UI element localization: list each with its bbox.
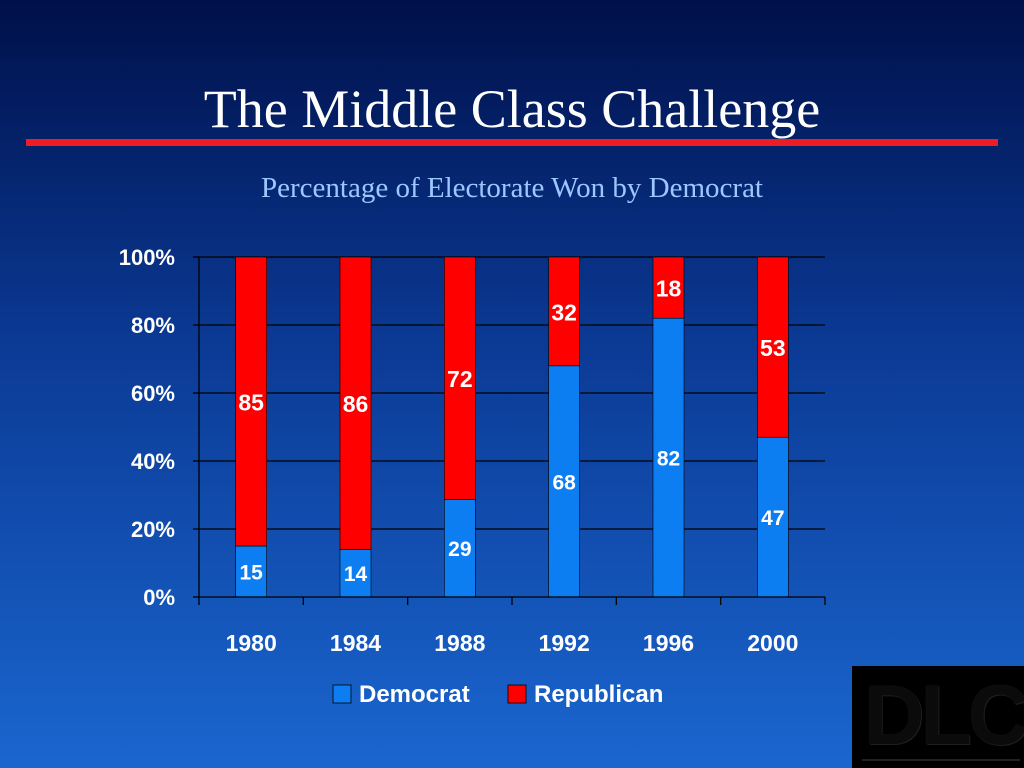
bar-republican: [548, 256, 580, 367]
data-label-republican: 32: [551, 299, 577, 325]
bar-democrat: [757, 436, 789, 598]
bar-democrat: [652, 317, 685, 598]
bar-republican: [339, 256, 372, 550]
data-label-democrat: 15: [239, 562, 263, 585]
bar-democrat: [339, 549, 372, 598]
x-tick-label: 1992: [539, 630, 590, 656]
y-tick-label: 40%: [131, 449, 175, 474]
bar-republican: [652, 256, 685, 319]
x-tick-label: 1996: [643, 630, 694, 656]
data-label-republican: 85: [238, 390, 264, 416]
bar-republican: [444, 256, 476, 500]
data-label-republican: 86: [343, 391, 369, 417]
legend-swatch-democrat: [332, 684, 352, 704]
y-tick-label: 80%: [131, 313, 175, 338]
x-tick-label: 1980: [226, 630, 277, 656]
slide-title: The Middle Class Challenge: [203, 79, 821, 139]
legend-swatch-republican: [507, 684, 527, 704]
legend-label-democrat: Democrat: [359, 681, 470, 708]
y-tick-label: 0%: [143, 585, 175, 610]
x-tick-label: 1984: [330, 630, 381, 656]
dlc-logo-text: DLC: [864, 668, 1024, 762]
data-label-republican: 53: [760, 335, 786, 361]
y-tick-label: 60%: [131, 381, 175, 406]
data-label-republican: 18: [656, 276, 682, 302]
axes: 0% 20% 40% 60% 80% 100% 1980 1984 1988 1992 1996 20…: [119, 245, 826, 656]
bar-republican: [757, 256, 789, 438]
gridlines: [199, 256, 825, 530]
x-tick-label: 1988: [434, 630, 485, 656]
y-tick-label: 20%: [131, 517, 175, 542]
bar-democrat: [444, 499, 476, 598]
data-labels: 15 85 14 86 29 72 68 32 82 18 47 53: [238, 276, 785, 587]
data-label-democrat: 47: [761, 507, 784, 530]
data-label-republican: 72: [447, 366, 473, 392]
data-label-democrat: 82: [657, 448, 680, 471]
bar-republican: [235, 256, 267, 547]
x-tick-label: 2000: [747, 630, 798, 656]
data-label-democrat: 29: [448, 538, 471, 561]
bar-democrat: [235, 545, 267, 598]
bar-democrat: [548, 365, 580, 598]
data-label-democrat: 14: [344, 563, 368, 586]
legend: Democrat Republican: [332, 681, 663, 708]
chart-subtitle: Percentage of Electorate Won by Democrat: [261, 172, 763, 204]
data-label-democrat: 68: [552, 471, 576, 494]
dlc-logo: DLC: [852, 666, 1024, 768]
legend-label-republican: Republican: [534, 681, 663, 708]
bars: [235, 256, 789, 598]
logo-stripe: [862, 759, 1020, 761]
y-tick-label: 100%: [119, 245, 175, 270]
title-underline: [26, 139, 998, 146]
